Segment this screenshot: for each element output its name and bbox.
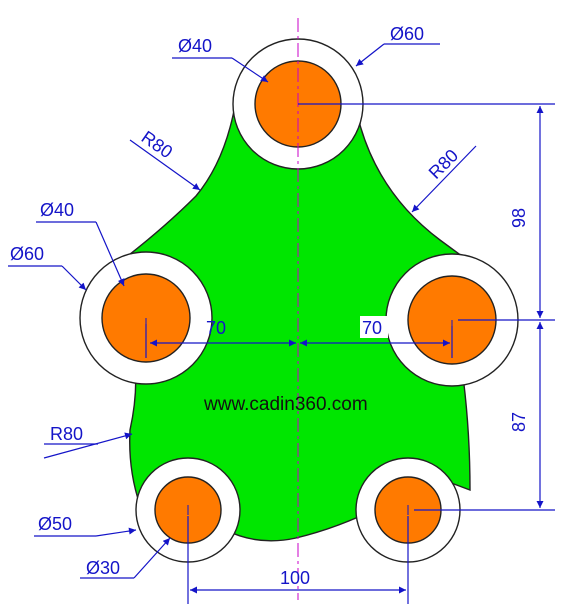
right-arc-radius-label: R80 <box>425 145 462 182</box>
top-hole-dia-label: Ø40 <box>178 36 212 56</box>
left-offset-label: 70 <box>206 318 226 338</box>
bottom-arc-radius-label: R80 <box>50 424 83 444</box>
bottom-hole-dia-label: Ø30 <box>86 558 120 578</box>
left-arc-radius-label: R80 <box>138 127 177 162</box>
top-hole-leader <box>231 57 269 83</box>
left-boss-leader <box>61 265 87 291</box>
bottom-spacing-label: 100 <box>280 568 310 588</box>
vertical-bottom-label: 87 <box>509 412 529 432</box>
right-offset-label-bg <box>360 316 388 338</box>
top-boss-dia-label: Ø60 <box>390 24 424 44</box>
bottom-arc-leader <box>43 432 133 459</box>
vertical-top-label: 98 <box>509 208 529 228</box>
top-boss-leader <box>355 43 385 67</box>
bottom-hole-leader <box>133 537 171 579</box>
bottom-boss-dia-label: Ø50 <box>38 514 72 534</box>
right-offset-label: 70 <box>362 318 382 338</box>
right-arc-leader <box>411 145 477 213</box>
left-hole-dia-label: Ø40 <box>40 200 74 220</box>
bottom-boss-leader <box>95 527 137 537</box>
left-boss-dia-label: Ø60 <box>10 244 44 264</box>
left-arc-leader <box>129 139 201 191</box>
left-hole-leader <box>95 221 125 287</box>
watermark: www.cadin360.com <box>203 394 368 415</box>
